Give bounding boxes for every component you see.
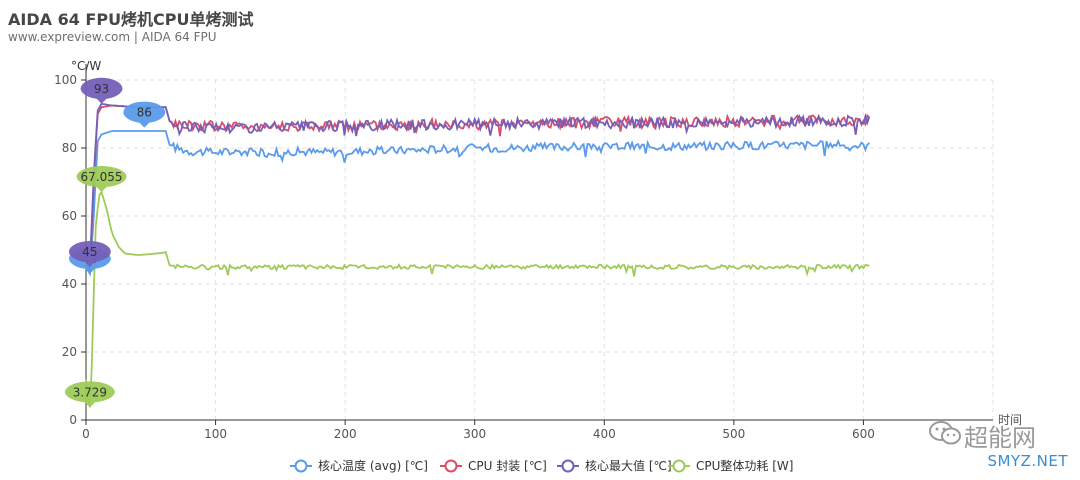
y-tick-label: 80 — [62, 141, 77, 155]
callout: 93 — [80, 77, 123, 104]
legend-marker — [561, 459, 575, 473]
wechat-icon — [929, 421, 961, 445]
series-line — [85, 130, 870, 277]
legend-label: 核心最大值 [℃] — [585, 458, 672, 473]
callout-balloon — [64, 381, 115, 408]
callout-label: 3.729 — [73, 385, 107, 399]
x-tick-label: 100 — [204, 427, 227, 441]
y-tick-label: 20 — [62, 345, 77, 359]
y-tick-label: 100 — [54, 73, 77, 87]
callout-balloon — [80, 77, 123, 104]
y-tick-label: 0 — [69, 413, 77, 427]
x-tick-label: 300 — [463, 427, 486, 441]
callout-label: 93 — [94, 82, 109, 96]
callout: 67.055 — [76, 166, 127, 193]
callout: 86 — [123, 101, 166, 128]
series-line — [85, 104, 870, 274]
series-line — [85, 189, 870, 408]
legend-item: CPU 封装 [℃] — [440, 459, 547, 473]
x-axis-label: 时间 — [998, 413, 1022, 427]
x-tick-label: 0 — [82, 427, 90, 441]
callout-balloon — [76, 166, 127, 193]
x-tick-label: 400 — [593, 427, 616, 441]
legend: 核心温度 (avg) [℃] CPU 封装 [℃] 核心最大值 [℃] CPU整体功耗… — [290, 458, 793, 473]
chart-title: AIDA 64 FPU烤机CPU单烤测试 — [8, 10, 254, 29]
y-tick-label: 40 — [62, 277, 77, 291]
legend-marker — [672, 459, 686, 473]
legend-marker — [294, 459, 308, 473]
y-tick-label: 60 — [62, 209, 77, 223]
callout-label: 86 — [137, 106, 152, 120]
y-axis-label: °C/W — [71, 59, 101, 73]
grid-lines — [86, 79, 994, 420]
legend-label: 核心温度 (avg) [℃] — [318, 458, 428, 473]
legend-marker — [444, 459, 458, 473]
callout-label: 67.055 — [81, 170, 123, 184]
legend-label: CPU 封装 [℃] — [468, 459, 547, 473]
legend-item: CPU整体功耗 [W] — [668, 458, 793, 473]
watermark-site-text: SMYZ.NET — [987, 452, 1068, 470]
series-line — [85, 102, 871, 269]
callout: 45 — [68, 241, 111, 267]
x-tick-label: 200 — [334, 427, 357, 441]
legend-label: CPU整体功耗 [W] — [696, 458, 793, 473]
x-tick-label: 600 — [852, 427, 875, 441]
callout: 3.729 — [64, 381, 115, 408]
x-tick-label: 500 — [722, 427, 745, 441]
series-lines — [85, 102, 871, 408]
callout-balloon — [123, 101, 166, 128]
watermark-logo-text: 超能网 — [964, 424, 1036, 452]
chart-subtitle: www.expreview.com | AIDA 64 FPU — [8, 30, 217, 44]
legend-item: 核心温度 (avg) [℃] — [290, 458, 428, 473]
callout-label: 45 — [82, 245, 97, 259]
legend-item: 核心最大值 [℃] — [557, 458, 672, 473]
callout-balloon — [68, 241, 111, 267]
